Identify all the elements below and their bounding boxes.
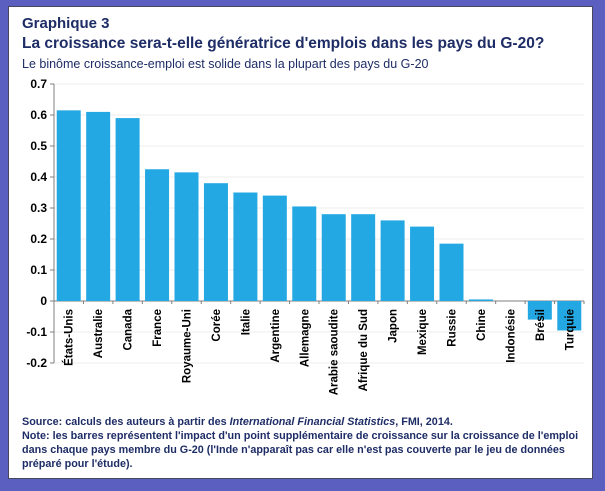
source-prefix: Source: calculs des auteurs à partir des [22,416,230,429]
category-label: Afrique du Sud [358,309,370,391]
category-label: Italie [240,309,252,335]
bar-Arabie saoudite [321,214,346,302]
chart-title: La croissance sera-t-elle génératrice d'… [22,35,545,52]
bar-Corée [203,183,228,302]
category-label: Allemagne [299,309,311,367]
bar-Mexique [410,226,435,302]
y-tick-label: 0.1 [30,263,47,277]
bar-Brésil [527,301,552,320]
chart-area: 0.7 0.6 0.5 0.4 0.3 0.2 0.1 0 -0.1 -0.2 États-Unis… [22,76,589,413]
category-label: Arabie saoudite [329,309,341,395]
bar-Italie [233,192,258,302]
bar-Chine [468,299,493,302]
y-tick-label: 0 [40,294,47,308]
source-note: Source: calculs des auteurs à partir des… [22,415,579,429]
category-label: Japon [388,309,400,343]
chart-subtitle: Le binôme croissance-emploi est solide d… [22,56,429,71]
y-tick-label: 0.6 [30,108,47,122]
method-note: Note: les barres représentent l'impact d… [22,430,579,471]
y-tick-label: 0.2 [30,232,47,246]
source-suffix: , FMI, 2014. [395,416,453,429]
y-tick-label: 0.7 [30,77,47,91]
bar-Canada [115,118,140,302]
category-label: Canada [123,309,135,351]
category-label: Argentine [270,309,282,363]
category-label: France [152,309,164,347]
bar-Turquie [557,301,582,331]
bar-États-Unis [56,110,81,302]
y-tick-label: 0.3 [30,201,47,215]
y-tick-label: -0.2 [26,356,47,370]
category-label: Turquie [564,309,576,350]
bar-Royaume-Uni [174,172,199,302]
category-label: Corée [211,309,223,342]
bar-Russie [439,243,464,302]
bar-chart: 0.7 0.6 0.5 0.4 0.3 0.2 0.1 0 -0.1 -0.2 États-Unis… [26,77,585,396]
y-tick-label: -0.1 [26,325,47,339]
category-label: Brésil [535,309,547,341]
y-tick-label: 0.5 [30,139,47,153]
bar-Argentine [262,195,287,302]
bar-Afrique du Sud [351,214,376,302]
category-label: Indonésie [505,309,517,363]
bar-Australie [86,112,111,302]
bar-Japon [380,220,405,302]
category-label: États-Unis [63,309,76,366]
source-publication: International Financial Statistics [229,416,396,429]
y-tick-label: 0.4 [30,170,47,184]
footnotes: Source: calculs des auteurs à partir des… [22,415,589,471]
category-label: Australie [93,309,105,358]
category-label: Mexique [417,309,429,355]
bar-Allemagne [292,206,317,302]
figure-panel: Graphique 3 La croissance sera-t-elle gé… [8,6,593,479]
category-label: Royaume-Uni [182,309,194,383]
category-label: Chine [476,309,488,341]
bar-France [145,169,170,302]
figure-kicker: Graphique 3 [22,15,110,32]
category-label: Russie [447,309,459,347]
